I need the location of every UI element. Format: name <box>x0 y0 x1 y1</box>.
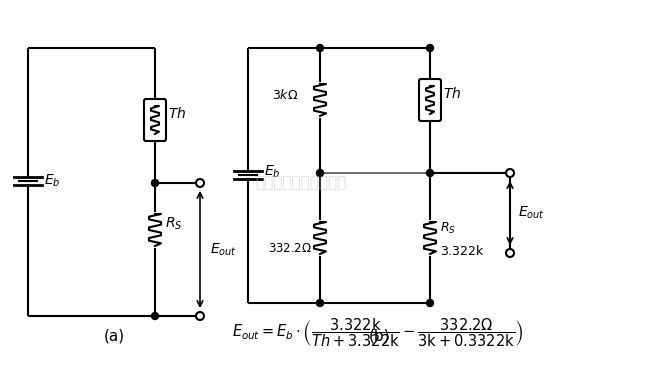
Text: $E_{out} = E_b \cdot \left( \dfrac{3.322\mathrm{k}}{Th + 3.322\mathrm{k}} - \dfr: $E_{out} = E_b \cdot \left( \dfrac{3.322… <box>232 317 524 349</box>
Circle shape <box>506 249 514 257</box>
Text: $E_{out}$: $E_{out}$ <box>518 205 545 221</box>
Text: $E_{out}$: $E_{out}$ <box>210 241 237 258</box>
Text: (a): (a) <box>104 329 124 343</box>
Circle shape <box>426 170 434 177</box>
Circle shape <box>426 300 434 307</box>
Circle shape <box>506 169 514 177</box>
Circle shape <box>152 180 158 187</box>
Circle shape <box>317 45 323 52</box>
Text: $3.322\mathrm{k}$: $3.322\mathrm{k}$ <box>440 244 485 258</box>
Text: (b): (b) <box>369 329 391 343</box>
Text: $R_S$: $R_S$ <box>165 216 182 232</box>
Text: $E_b$: $E_b$ <box>264 163 281 180</box>
Circle shape <box>196 312 204 320</box>
Text: $R_S$: $R_S$ <box>440 220 456 236</box>
FancyBboxPatch shape <box>144 99 166 141</box>
Text: 杭州将睿科技有限公司: 杭州将睿科技有限公司 <box>255 176 346 191</box>
Text: $E_b$: $E_b$ <box>44 173 61 189</box>
FancyBboxPatch shape <box>419 79 441 121</box>
Text: $332.2\Omega$: $332.2\Omega$ <box>268 241 312 255</box>
Text: $3k\Omega$: $3k\Omega$ <box>272 88 299 102</box>
Text: $Th$: $Th$ <box>443 86 462 102</box>
Circle shape <box>317 170 323 177</box>
Circle shape <box>317 300 323 307</box>
Circle shape <box>152 312 158 319</box>
Circle shape <box>426 45 434 52</box>
Text: $Th$: $Th$ <box>168 106 186 121</box>
Circle shape <box>196 179 204 187</box>
